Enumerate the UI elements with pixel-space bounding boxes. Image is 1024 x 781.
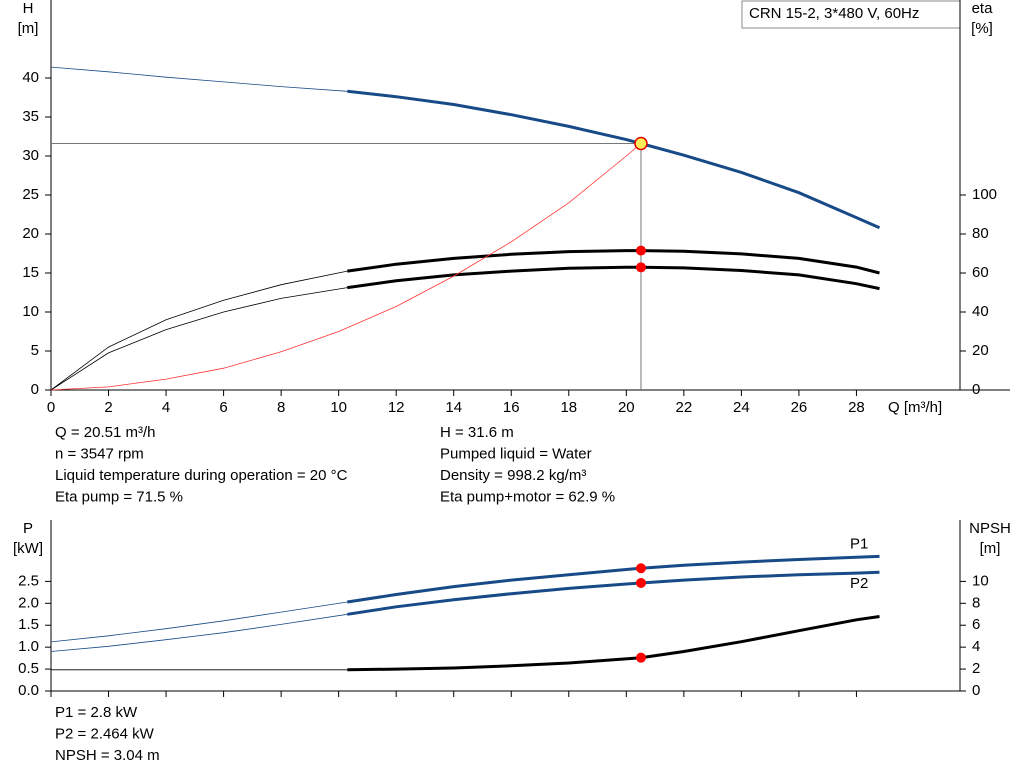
y2-tick-label: 0 [972, 682, 980, 699]
y2-tick-label: 2 [972, 660, 980, 677]
y-tick-label: 20 [22, 225, 39, 242]
x-tick-label: 10 [330, 399, 347, 416]
curve [347, 249, 880, 275]
y2-tick-label: 10 [972, 572, 989, 589]
annotation: P1 = 2.8 kW [55, 704, 138, 721]
y2-tick-label: 20 [972, 342, 989, 359]
y-tick-label: 15 [22, 264, 39, 281]
y2-label: eta [972, 0, 994, 17]
annotation: Eta pump = 71.5 % [55, 488, 183, 505]
y2-unit: [m] [980, 540, 1001, 557]
x-tick-label: 24 [733, 399, 750, 416]
y-tick-label: 0.5 [18, 660, 39, 677]
curve-thin [50, 270, 348, 391]
y-tick-label: 2.0 [18, 594, 39, 611]
y-tick-label: 0.0 [18, 682, 39, 699]
x-tick-label: 0 [47, 399, 55, 416]
y-unit: [m] [18, 20, 39, 37]
x-tick-label: 4 [162, 399, 170, 416]
y2-label: NPSH [969, 520, 1011, 537]
curve-thin [50, 143, 642, 391]
series-label: P2 [850, 575, 868, 592]
x-tick-label: 2 [104, 399, 112, 416]
curve [347, 265, 880, 291]
y2-unit: [%] [971, 20, 993, 37]
operating-point [635, 577, 646, 588]
x-label: Q [m³/h] [888, 399, 942, 416]
operating-point [635, 563, 646, 574]
y-tick-label: 1.5 [18, 616, 39, 633]
curve [347, 89, 881, 230]
annotation: Eta pump+motor = 62.9 % [440, 488, 615, 505]
y2-tick-label: 80 [972, 225, 989, 242]
y-tick-label: 2.5 [18, 572, 39, 589]
curve [347, 615, 880, 672]
operating-point [634, 136, 648, 151]
x-tick-label: 20 [618, 399, 635, 416]
annotation: P2 = 2.464 kW [55, 725, 155, 742]
annotation: Density = 998.2 kg/m³ [440, 467, 586, 484]
operating-point [635, 652, 646, 663]
y-label: H [23, 0, 34, 17]
x-tick-label: 12 [388, 399, 405, 416]
y-tick-label: 40 [22, 69, 39, 86]
y-tick-label: 1.0 [18, 638, 39, 655]
y-tick-label: 0 [31, 381, 39, 398]
operating-point [635, 262, 646, 273]
x-tick-label: 22 [676, 399, 693, 416]
series-label: P1 [850, 535, 868, 552]
y2-tick-label: 0 [972, 381, 980, 398]
annotation: Q = 20.51 m³/h [55, 424, 155, 441]
y-label: P [23, 520, 33, 537]
y-tick-label: 35 [22, 108, 39, 125]
curve-thin [50, 287, 348, 391]
y-tick-label: 25 [22, 186, 39, 203]
y-tick-label: 30 [22, 147, 39, 164]
y2-tick-label: 6 [972, 616, 980, 633]
y2-tick-label: 60 [972, 264, 989, 281]
annotation: NPSH = 3.04 m [55, 747, 160, 764]
y2-tick-label: 4 [972, 638, 980, 655]
title-box [741, 0, 961, 29]
y-tick-label: 10 [22, 303, 39, 320]
x-tick-label: 6 [219, 399, 227, 416]
y-unit: [kW] [13, 540, 43, 557]
x-tick-label: 14 [445, 399, 462, 416]
annotation: H = 31.6 m [440, 424, 514, 441]
x-tick-label: 28 [848, 399, 865, 416]
y-tick-label: 5 [31, 342, 39, 359]
y2-tick-label: 40 [972, 303, 989, 320]
curve [347, 554, 880, 604]
curve [347, 570, 880, 616]
annotation: Liquid temperature during operation = 20… [55, 467, 348, 484]
curve-thin [50, 613, 348, 652]
curve-thin [50, 601, 348, 643]
chart-title: CRN 15-2, 3*480 V, 60Hz [749, 5, 919, 22]
y2-tick-label: 8 [972, 594, 980, 611]
annotation: Pumped liquid = Water [440, 445, 592, 462]
x-tick-label: 26 [791, 399, 808, 416]
x-tick-label: 18 [560, 399, 577, 416]
curve-thin [50, 66, 348, 92]
operating-point [635, 245, 646, 256]
x-tick-label: 8 [277, 399, 285, 416]
annotation: n = 3547 rpm [55, 445, 144, 462]
y2-tick-label: 100 [972, 186, 997, 203]
x-tick-label: 16 [503, 399, 520, 416]
